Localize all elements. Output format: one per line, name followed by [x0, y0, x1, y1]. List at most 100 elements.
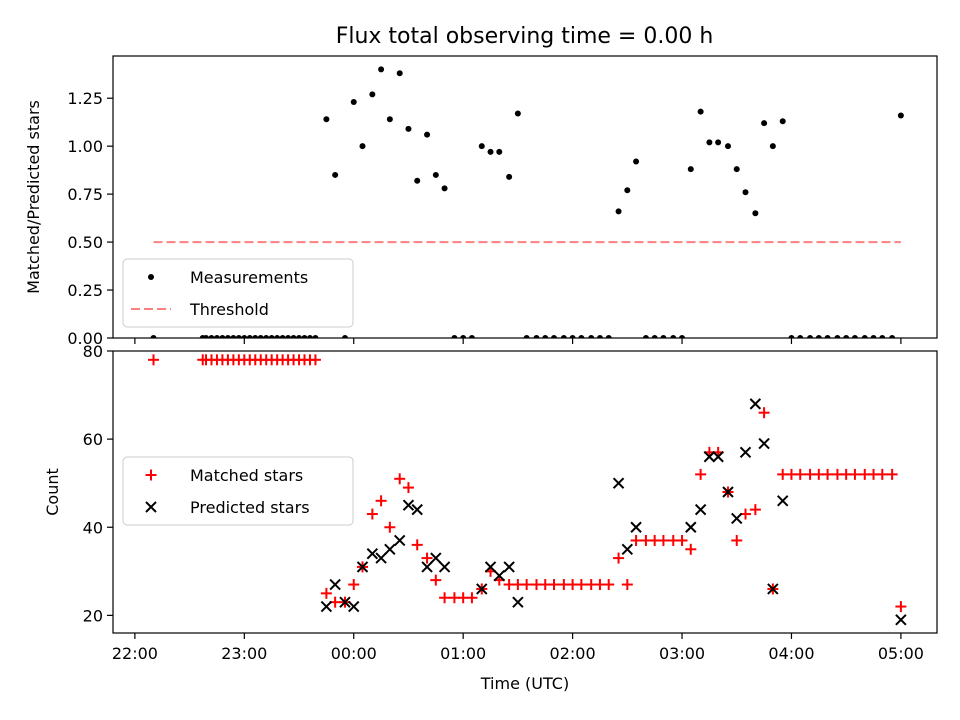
matched-star-point — [548, 579, 559, 590]
matched-star-point — [412, 539, 423, 550]
matched-star-point — [795, 469, 806, 480]
matched-star-point — [430, 575, 441, 586]
matched-star-point — [367, 509, 378, 520]
matched-star-point — [521, 579, 532, 590]
y-tick-label: 0.50 — [67, 233, 103, 252]
x-tick-label: 22:00 — [112, 644, 158, 663]
measurement-point — [616, 208, 622, 214]
predicted-star-point — [631, 522, 641, 532]
x-tick-label: 05:00 — [878, 644, 924, 663]
predicted-star-point — [750, 399, 760, 409]
predicted-star-point — [440, 562, 450, 572]
predicted-star-point — [513, 597, 523, 607]
y-tick-label: 0.25 — [67, 281, 103, 300]
measurement-point — [433, 172, 439, 178]
legend-label: Predicted stars — [190, 498, 310, 517]
measurement-point — [715, 139, 721, 145]
x-tick-label: 23:00 — [221, 644, 267, 663]
measurement-point — [488, 149, 494, 155]
measurement-point — [424, 132, 430, 138]
matched-star-point — [731, 535, 742, 546]
predicted-star-point — [385, 544, 395, 554]
measurement-point — [633, 159, 639, 165]
predicted-star-point — [395, 535, 405, 545]
x-tick-label: 01:00 — [440, 644, 486, 663]
measurement-point — [734, 166, 740, 172]
x-tick-label: 03:00 — [659, 644, 705, 663]
measurements-panel: 0.000.250.500.751.001.25Matched/Predicte… — [24, 56, 937, 348]
predicted-star-point — [504, 562, 514, 572]
legend-label: Matched stars — [190, 466, 303, 485]
y-tick-label: 20 — [83, 606, 103, 625]
predicted-star-point — [686, 522, 696, 532]
measurement-point — [506, 174, 512, 180]
measurement-point — [742, 189, 748, 195]
measurement-point — [479, 143, 485, 149]
y-tick-label: 80 — [83, 342, 103, 361]
matched-star-point — [394, 473, 405, 484]
matched-star-point — [677, 535, 688, 546]
measurement-point — [369, 91, 375, 97]
measurement-point — [414, 178, 420, 184]
y-axis-label: Matched/Predicted stars — [24, 100, 43, 294]
matched-star-point — [622, 579, 633, 590]
matched-star-point — [695, 469, 706, 480]
measurement-point — [359, 143, 365, 149]
legend: MeasurementsThreshold — [123, 259, 353, 327]
measurement-point — [405, 126, 411, 132]
x-tick-label: 00:00 — [331, 644, 377, 663]
predicted-star-point — [740, 447, 750, 457]
measurement-point — [780, 118, 786, 124]
matched-star-point — [403, 482, 414, 493]
matched-star-point — [822, 469, 833, 480]
matched-star-point — [603, 579, 614, 590]
matched-star-point — [348, 579, 359, 590]
measurement-point — [706, 139, 712, 145]
matched-star-point — [310, 354, 321, 365]
predicted-star-point — [321, 602, 331, 612]
measurement-point — [397, 70, 403, 76]
predicted-star-point — [696, 505, 706, 515]
measurement-point — [378, 66, 384, 72]
legend-label: Threshold — [189, 300, 269, 319]
matched-star-point — [750, 504, 761, 515]
measurement-point — [725, 143, 731, 149]
matched-star-point — [895, 601, 906, 612]
matched-star-point — [439, 592, 450, 603]
predicted-star-point — [622, 544, 632, 554]
matched-star-point — [877, 469, 888, 480]
x-tick-label: 02:00 — [550, 644, 596, 663]
y-tick-label: 1.00 — [67, 137, 103, 156]
figure: Flux total observing time = 0.00 h 0.000… — [0, 0, 960, 720]
matched-star-point — [576, 579, 587, 590]
measurement-point — [761, 120, 767, 126]
measurement-point — [898, 112, 904, 118]
measurement-point — [624, 187, 630, 193]
y-tick-label: 60 — [83, 430, 103, 449]
figure-title: Flux total observing time = 0.00 h — [336, 24, 714, 49]
y-tick-label: 0.75 — [67, 185, 103, 204]
matched-star-point — [376, 495, 387, 506]
legend-dot-marker — [148, 274, 154, 280]
matched-star-point — [887, 469, 898, 480]
matched-star-point — [658, 535, 669, 546]
x-tick-label: 04:00 — [768, 644, 814, 663]
measurement-point — [698, 109, 704, 115]
predicted-star-point — [614, 478, 624, 488]
predicted-star-point — [330, 580, 340, 590]
measurement-point — [332, 172, 338, 178]
measurement-point — [515, 111, 521, 117]
measurement-point — [387, 116, 393, 122]
measurement-point — [351, 99, 357, 105]
matched-star-point — [148, 354, 159, 365]
measurement-point — [770, 143, 776, 149]
measurement-point — [442, 185, 448, 191]
predicted-star-point — [778, 496, 788, 506]
measurement-point — [323, 116, 329, 122]
matched-star-point — [685, 544, 696, 555]
measurement-point — [752, 210, 758, 216]
predicted-star-point — [759, 439, 769, 449]
y-tick-label: 40 — [83, 518, 103, 537]
y-axis-label: Count — [43, 468, 62, 516]
x-axis-label: Time (UTC) — [480, 674, 569, 693]
